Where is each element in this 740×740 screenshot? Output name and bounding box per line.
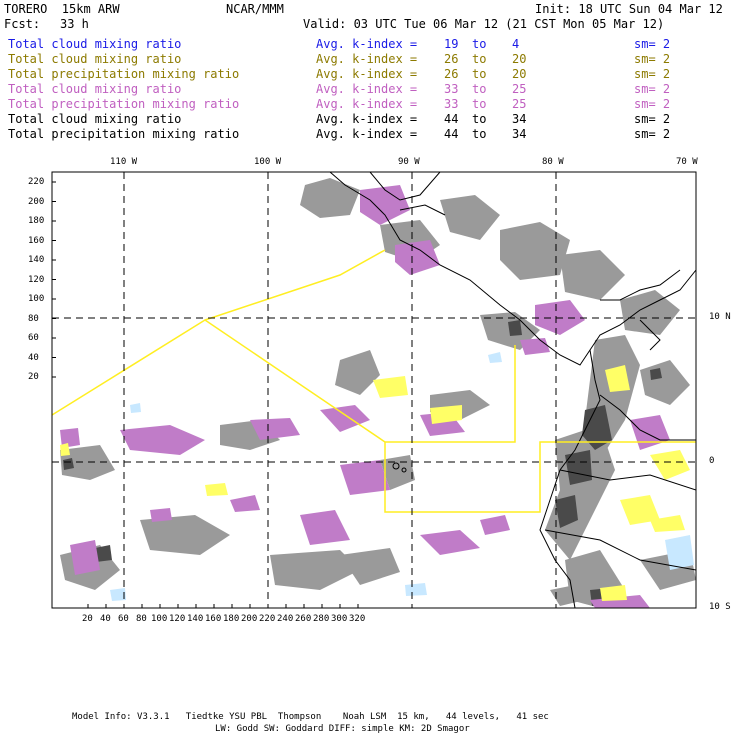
legend-k: Avg. k-index = xyxy=(316,112,418,126)
grid-x-label: 220 xyxy=(259,614,276,624)
grid-x-label: 240 xyxy=(277,614,294,624)
model-physics: LW: Godd SW: Goddard DIFF: simple KM: 2D… xyxy=(215,724,470,734)
init-time: Init: 18 UTC Sun 04 Mar 12 xyxy=(535,2,723,16)
legend-v1: 33 xyxy=(444,82,459,96)
legend-to: to xyxy=(472,112,487,126)
domain-boundaries xyxy=(52,249,696,513)
center-name: NCAR/MMM xyxy=(226,2,284,16)
legend-v2: 34 xyxy=(512,127,527,141)
axis-ticks xyxy=(52,181,359,608)
grid-x-label: 140 xyxy=(187,614,204,624)
lon-label: 90 W xyxy=(398,157,420,167)
legend-v1: 44 xyxy=(444,112,459,126)
legend-field: Total precipitation mixing ratio xyxy=(8,67,240,81)
cloud-dark-field xyxy=(63,320,662,606)
fcst-value: 33 h xyxy=(60,17,89,31)
legend-field: Total cloud mixing ratio xyxy=(8,112,182,126)
grid-x-label: 200 xyxy=(241,614,258,624)
valid-time: Valid: 03 UTC Tue 06 Mar 12 (21 CST Mon … xyxy=(303,17,665,31)
legend-k: Avg. k-index = xyxy=(316,127,418,141)
precip-yellow-field xyxy=(60,365,690,601)
legend-v2: 4 xyxy=(512,37,520,51)
legend-sm: sm= 2 xyxy=(634,97,671,111)
legend-k: Avg. k-index = xyxy=(316,52,418,66)
grid-y-label: 220 xyxy=(28,177,45,187)
legend-field: Total cloud mixing ratio xyxy=(8,37,182,51)
grid-x-label: 260 xyxy=(295,614,312,624)
legend-v2: 25 xyxy=(512,97,527,111)
lat-label: 0 xyxy=(709,456,715,466)
grid-x-label: 20 xyxy=(82,614,93,624)
coastlines xyxy=(329,172,696,608)
lat-label: 10 S xyxy=(709,602,731,612)
legend-field: Total precipitation mixing ratio xyxy=(8,127,240,141)
lon-label: 70 W xyxy=(676,157,698,167)
legend-sm: sm= 2 xyxy=(634,52,671,66)
legend-k: Avg. k-index = xyxy=(316,37,418,51)
map-frame xyxy=(51,171,697,609)
cloud-lightblue-field xyxy=(110,352,694,601)
legend-sm: sm= 2 xyxy=(634,112,671,126)
grid-x-label: 180 xyxy=(223,614,240,624)
grid-y-label: 180 xyxy=(28,216,45,226)
grid-y-label: 60 xyxy=(28,333,39,343)
lat-lon-grid xyxy=(52,172,696,608)
grid-y-label: 140 xyxy=(28,255,45,265)
legend-to: to xyxy=(472,97,487,111)
legend-v1: 44 xyxy=(444,127,459,141)
legend-sm: sm= 2 xyxy=(634,127,671,141)
grid-y-label: 160 xyxy=(28,235,45,246)
legend-to: to xyxy=(472,67,487,81)
model-name: TORERO 15km ARW xyxy=(4,2,120,16)
legend-v1: 26 xyxy=(444,67,459,81)
grid-y-label: 100 xyxy=(28,294,45,304)
legend-sm: sm= 2 xyxy=(634,82,671,96)
grid-y-label: 200 xyxy=(28,196,45,207)
grid-x-label: 120 xyxy=(169,614,186,624)
grid-x-label: 280 xyxy=(313,614,330,624)
lat-label: 10 N xyxy=(709,312,731,322)
grid-x-label: 80 xyxy=(136,614,147,624)
weather-fields xyxy=(52,172,696,608)
legend-to: to xyxy=(472,37,487,51)
legend-k: Avg. k-index = xyxy=(316,82,418,96)
legend-v1: 19 xyxy=(444,37,459,51)
legend-field: Total precipitation mixing ratio xyxy=(8,97,240,111)
grid-x-label: 320 xyxy=(349,614,366,624)
legend-field: Total cloud mixing ratio xyxy=(8,82,182,96)
legend-sm: sm= 2 xyxy=(634,67,671,81)
lon-label: 110 W xyxy=(110,157,138,167)
grid-x-label: 160 xyxy=(205,614,222,624)
legend-to: to xyxy=(472,52,487,66)
legend-v2: 20 xyxy=(512,52,527,66)
legend-v1: 33 xyxy=(444,97,459,111)
legend-sm: sm= 2 xyxy=(634,37,671,51)
grid-y-label: 120 xyxy=(28,274,45,285)
legend-v2: 20 xyxy=(512,67,527,81)
grid-x-label: 100 xyxy=(151,614,168,624)
lon-label: 100 W xyxy=(254,157,282,167)
grid-x-label: 40 xyxy=(100,614,111,624)
legend-field: Total cloud mixing ratio xyxy=(8,52,182,66)
grid-x-label: 60 xyxy=(118,614,129,624)
grid-x-label: 300 xyxy=(331,614,348,624)
legend-v1: 26 xyxy=(444,52,459,66)
lon-label: 80 W xyxy=(542,157,564,167)
grid-y-label: 20 xyxy=(28,372,39,382)
fcst-label: Fcst: xyxy=(4,17,41,31)
grid-y-label: 40 xyxy=(28,352,39,363)
legend-k: Avg. k-index = xyxy=(316,67,418,81)
legend-to: to xyxy=(472,127,487,141)
legend-v2: 34 xyxy=(512,112,527,126)
model-info: Model Info: V3.3.1 Tiedtke YSU PBL Thomp… xyxy=(72,712,549,722)
grid-y-label: 80 xyxy=(28,313,39,324)
legend-to: to xyxy=(472,82,487,96)
legend-k: Avg. k-index = xyxy=(316,97,418,111)
legend-v2: 25 xyxy=(512,82,527,96)
